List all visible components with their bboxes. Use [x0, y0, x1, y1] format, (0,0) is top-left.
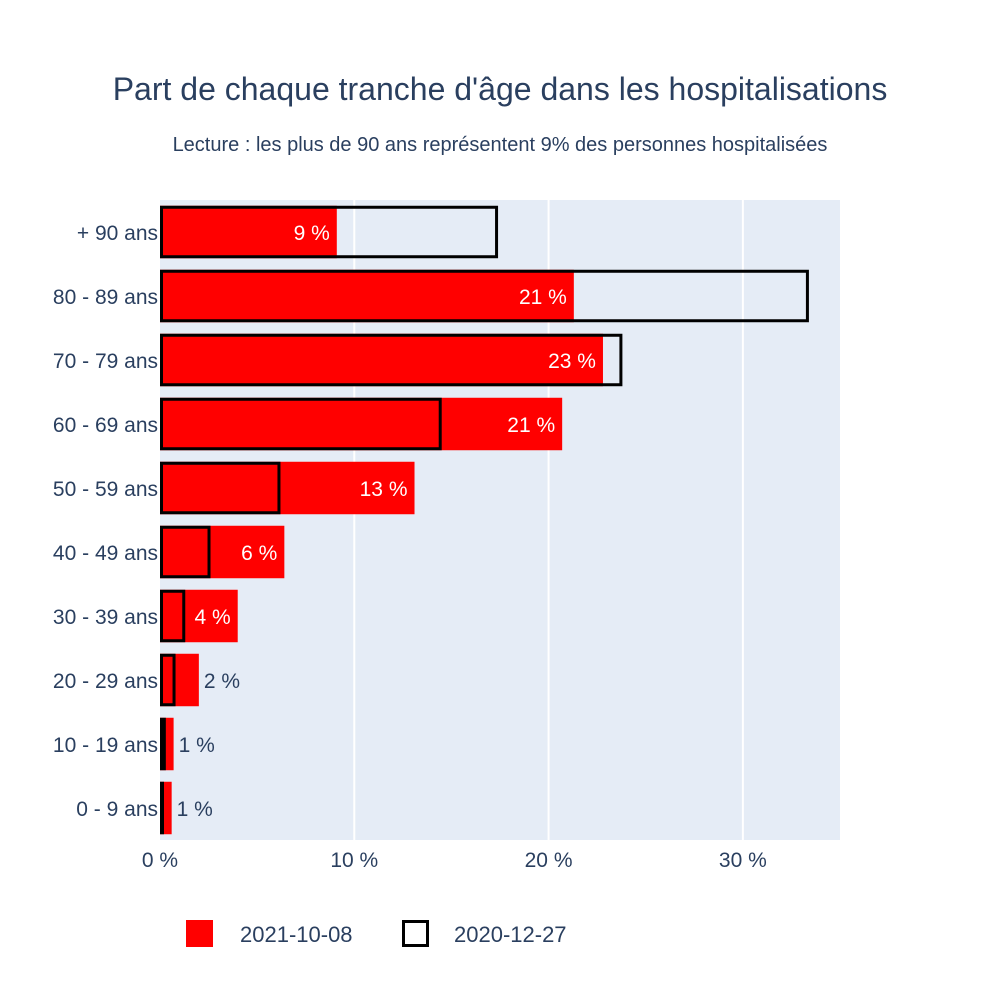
bar-2020-12-27 — [160, 333, 623, 387]
bar-2020-12-27 — [160, 461, 281, 515]
data-label: 13 % — [360, 478, 408, 501]
y-axis-ticks: + 90 ans 80 - 89 ans 70 - 79 ans 60 - 69 an… — [53, 222, 158, 821]
bar-2020-12-27 — [160, 589, 186, 643]
y-tick-label: 40 - 49 ans — [53, 542, 158, 565]
legend-swatch-outline — [402, 920, 429, 947]
data-label: 2 % — [204, 670, 240, 693]
bar-2020-12-27 — [160, 653, 176, 707]
data-label: 9 % — [294, 222, 330, 245]
data-label: 21 % — [507, 414, 555, 437]
bar-2020-12-27 — [160, 525, 211, 579]
x-tick-label: 20 % — [525, 849, 573, 872]
y-tick-label: 30 - 39 ans — [53, 606, 158, 629]
legend-item-2020-12-27[interactable]: 2020-12-27 — [402, 920, 567, 948]
x-tick-label: 0 % — [142, 849, 178, 872]
chart-subtitle: Lecture : les plus de 90 ans représenten… — [173, 134, 828, 156]
legend-label: 2020-12-27 — [454, 922, 567, 947]
bar-2021-10-08 — [160, 781, 172, 835]
bar-2020-12-27 — [160, 269, 809, 323]
data-label: 4 % — [195, 606, 231, 629]
data-label: 1 % — [177, 798, 213, 821]
y-tick-label: 70 - 79 ans — [53, 350, 158, 373]
legend-label: 2021-10-08 — [240, 922, 353, 947]
data-label: 23 % — [548, 350, 596, 373]
bar-2021-10-08 — [160, 653, 199, 707]
y-tick-label: 0 - 9 ans — [76, 798, 158, 821]
y-tick-label: 20 - 29 ans — [53, 670, 158, 693]
series-2021-10-08 — [160, 205, 603, 835]
x-tick-label: 10 % — [330, 849, 378, 872]
y-tick-label: 80 - 89 ans — [53, 286, 158, 309]
bar-2020-12-27 — [160, 781, 164, 835]
bar-2021-10-08 — [160, 333, 603, 387]
legend[interactable]: 2021-10-08 2020-12-27 — [186, 920, 567, 947]
bar-2020-12-27 — [160, 397, 442, 451]
y-tick-label: 60 - 69 ans — [53, 414, 158, 437]
chart-title: Part de chaque tranche d'âge dans les ho… — [113, 71, 888, 107]
y-tick-label: 50 - 59 ans — [53, 478, 158, 501]
data-label: 1 % — [179, 734, 215, 757]
data-label: 6 % — [241, 542, 277, 565]
bar-2021-10-08 — [160, 589, 238, 643]
legend-swatch-filled — [186, 920, 213, 947]
legend-item-2021-10-08[interactable]: 2021-10-08 — [186, 920, 353, 947]
y-tick-label: + 90 ans — [77, 222, 158, 245]
bar-2021-10-08 — [160, 461, 415, 515]
bar-2020-12-27 — [160, 717, 166, 771]
bar-2020-12-27 — [160, 205, 499, 259]
x-axis-ticks: 0 % 10 % 20 % 30 % — [142, 849, 767, 872]
data-label: 21 % — [519, 286, 567, 309]
bar-2021-10-08 — [160, 205, 337, 259]
x-tick-label: 30 % — [719, 849, 767, 872]
bar-2021-10-08 — [160, 525, 285, 579]
bar-2021-10-08 — [160, 269, 574, 323]
y-tick-label: 10 - 19 ans — [53, 734, 158, 757]
series-2020-12-27 — [160, 205, 809, 835]
data-labels: 9 % 21 % 23 % 21 % 13 % 6 % 4 % 2 % 1 % 1 % — [177, 222, 596, 821]
bar-2021-10-08 — [160, 397, 563, 451]
